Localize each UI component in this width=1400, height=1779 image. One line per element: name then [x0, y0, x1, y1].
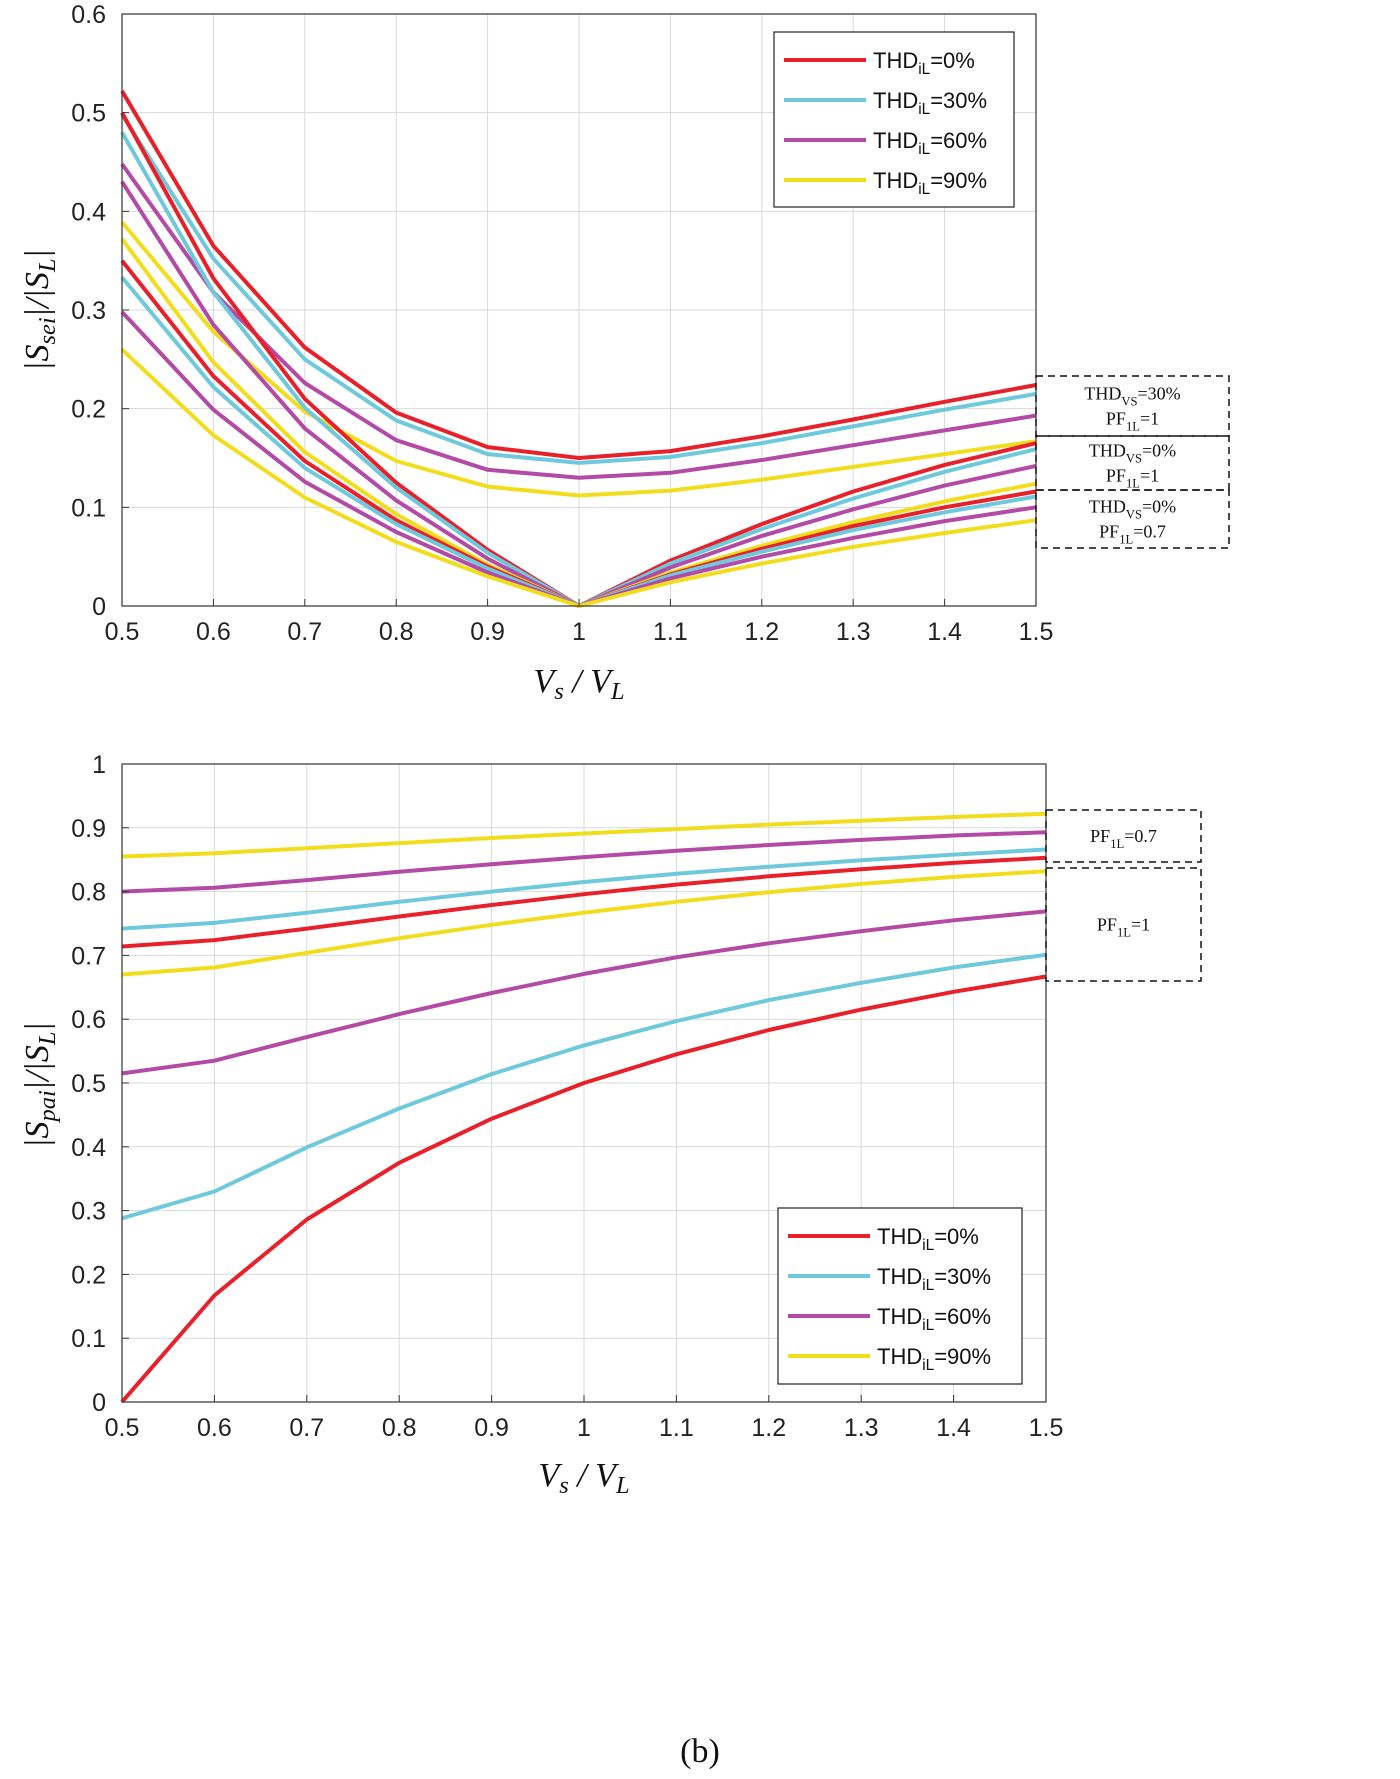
annotation-label: PF1L=0.7 [1099, 522, 1166, 547]
legend-entry-label: THDiL=90% [877, 1344, 991, 1374]
annotation-label: THDVS=0% [1089, 497, 1176, 522]
annotation-label: THDVS=30% [1084, 384, 1180, 409]
y-axis-label: |Ssei|/|SL| [19, 249, 61, 371]
x-tick-label: 1.2 [751, 1414, 786, 1442]
chart-bottom-spai: 0.5 0.6 0.7 0.8 0.9 1 1.1 1.2 1.3 1.4 1.5 0 0.1 0.2 0.… [19, 751, 1202, 1499]
y-tick-label: 0.1 [71, 1325, 106, 1353]
x-tick-label: 1.1 [659, 1414, 694, 1442]
x-axis-label: Vs / VL [538, 1457, 629, 1499]
x-tick-label: 0.9 [470, 618, 505, 646]
series-line-thd60 [120, 162, 1037, 480]
annotation-label: PF1L=0.7 [1090, 826, 1157, 851]
x-tick-label: 1.5 [1029, 1414, 1064, 1442]
legend-entry-label: THDiL=0% [873, 48, 975, 78]
x-tick-label: 1.3 [844, 1414, 879, 1442]
y-tick-label: 0.4 [71, 198, 106, 226]
series-line-thd60 [121, 830, 1047, 894]
y-axis-label: |Spai|/|SL| [19, 1022, 61, 1148]
y-tick-label: 0.3 [71, 297, 106, 325]
y-tick-label: 0.6 [71, 1006, 106, 1034]
y-tick-label: 0.1 [71, 494, 106, 522]
x-tick-label: 1 [577, 1414, 591, 1442]
x-tick-label: 0.9 [474, 1414, 509, 1442]
x-tick-label: 1.2 [744, 618, 779, 646]
y-tick-label: 1 [92, 751, 106, 779]
series-line-thd0 [120, 974, 1047, 1404]
legend-entry-label: THDiL=60% [877, 1304, 991, 1334]
x-tick-label: 0.7 [287, 618, 322, 646]
series-line-thd90 [121, 869, 1047, 977]
legend-entry-label: THDiL=90% [873, 168, 987, 198]
x-tick-label: 1 [572, 618, 586, 646]
x-tick-label: 1.1 [653, 618, 688, 646]
chart-top-ssei: 0.5 0.6 0.7 0.8 0.9 1 1.1 1.2 1.3 1.4 1.5 0 0.1 0.2 0.… [19, 1, 1230, 705]
x-tick-label: 0.6 [197, 1414, 232, 1442]
series-line-thd90 [121, 811, 1047, 859]
series-line-thd30 [121, 952, 1047, 1221]
y-tick-label: 0.7 [71, 942, 106, 970]
y-tick-label: 0.6 [71, 1, 106, 29]
legend-entry-label: THDiL=30% [873, 88, 987, 118]
y-tick-label: 0 [92, 593, 106, 621]
annotation-label: PF1L=1 [1106, 466, 1159, 491]
y-tick-label: 0 [92, 1389, 106, 1417]
annotation-box [1045, 867, 1202, 982]
y-tick-label: 0.9 [71, 815, 106, 843]
x-tick-label: 0.5 [105, 1414, 140, 1442]
series-line-thd90 [120, 220, 1037, 498]
x-axis-label: Vs / VL [533, 663, 624, 705]
x-tick-label: 0.6 [196, 618, 231, 646]
series-line-thd0 [121, 855, 1047, 949]
x-tick-label: 0.7 [289, 1414, 324, 1442]
annotation-box [1035, 489, 1230, 549]
legend: THDiL=0% THDiL=30% THDiL=60% THDiL=90% [773, 31, 1015, 208]
y-tick-label: 0.2 [71, 1261, 106, 1289]
x-tick-label: 1.5 [1019, 618, 1054, 646]
y-tick-label: 0.4 [71, 1134, 106, 1162]
annotation-box [1035, 435, 1230, 491]
y-tick-label: 0.8 [71, 879, 106, 907]
x-tick-label: 1.4 [936, 1414, 971, 1442]
series-line-thd30 [120, 113, 1037, 465]
series-line-thd60 [121, 909, 1047, 1076]
x-tick-label: 1.4 [927, 618, 962, 646]
x-tick-label: 0.5 [105, 618, 140, 646]
legend-entry-label: THDiL=30% [877, 1264, 991, 1294]
y-tick-label: 0.5 [71, 1070, 106, 1098]
x-tick-label: 1.3 [836, 618, 871, 646]
series-line-thd30 [121, 847, 1047, 931]
annotation-label: THDVS=0% [1089, 441, 1176, 466]
y-tick-label: 0.5 [71, 100, 106, 128]
annotation-label: PF1L=1 [1097, 915, 1150, 940]
y-tick-label: 0.2 [71, 396, 106, 424]
x-tick-label: 0.8 [379, 618, 414, 646]
series-line-thd0 [120, 89, 1037, 460]
legend-entry-label: THDiL=0% [877, 1224, 979, 1254]
x-tick-label: 0.8 [382, 1414, 417, 1442]
legend: THDiL=0% THDiL=30% THDiL=60% THDiL=90% [777, 1207, 1023, 1385]
annotation-label: PF1L=1 [1106, 409, 1159, 434]
figure-caption: (b) [680, 1733, 720, 1770]
annotation-box [1045, 809, 1202, 863]
y-tick-label: 0.3 [71, 1198, 106, 1226]
legend-entry-label: THDiL=60% [873, 128, 987, 158]
